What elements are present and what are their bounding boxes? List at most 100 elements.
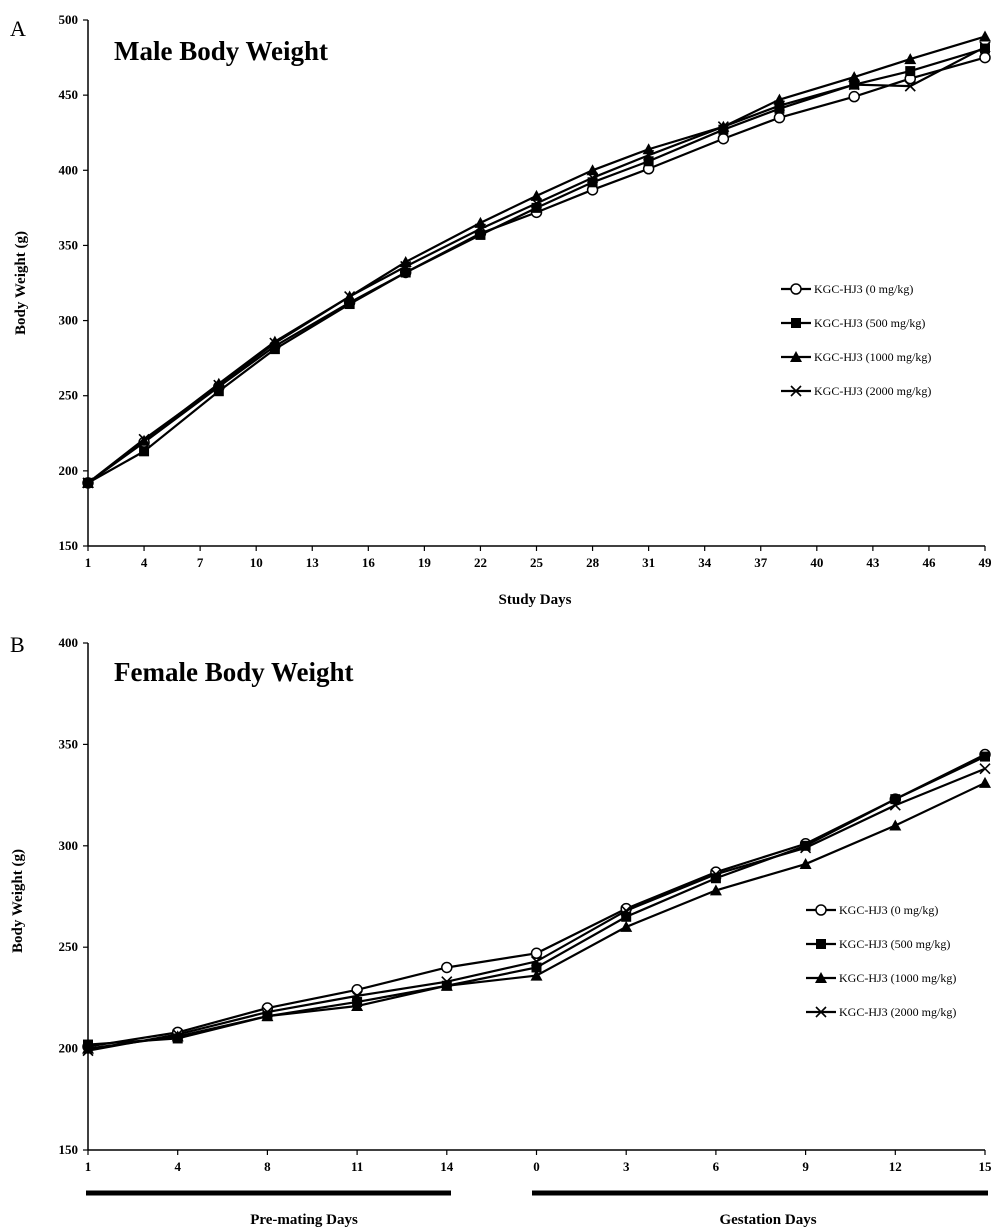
panel-a-y-tick-label: 450 — [59, 87, 79, 102]
panel-a-point-kgc-hj3-2000-mg-kg — [269, 337, 281, 349]
panel-b-y-axis-label: Body Weight (g) — [10, 849, 26, 953]
panel-b-point-kgc-hj3-500-mg-kg — [980, 751, 990, 762]
panel-a-y-tick-label: 350 — [59, 237, 79, 252]
panel-a-point-kgc-hj3-2000-mg-kg — [530, 197, 543, 209]
panel-b-x-tick-label: 12 — [889, 1159, 902, 1174]
panel-b-legend-marker-kgc-hj3-500-mg-kg — [816, 939, 826, 949]
panel-b-series-line-kgc-hj3-0-mg-kg — [87, 753, 986, 1048]
panel-a-point-kgc-hj3-2000-mg-kg — [586, 172, 599, 184]
panel-a-legend-label-kgc-hj3-2000-mg-kg: KGC-HJ3 (2000 mg/kg) — [814, 384, 931, 398]
panel-a-x-tick-label: 16 — [362, 555, 376, 570]
panel-b-point-kgc-hj3-2000-mg-kg — [889, 799, 901, 811]
panel-b-point-kgc-hj3-1000-mg-kg — [261, 1010, 274, 1022]
panel-a-point-kgc-hj3-500-mg-kg — [587, 177, 598, 188]
panel-b-point-kgc-hj3-2000-mg-kg — [530, 955, 543, 967]
panel-b-x-tick-label: 14 — [440, 1159, 454, 1174]
panel-a-y-tick-label: 200 — [59, 463, 79, 478]
panel-a-x-tick-label: 19 — [418, 555, 432, 570]
panel-a-point-kgc-hj3-500-mg-kg — [400, 267, 411, 278]
panel-a-x-tick-label: 46 — [922, 555, 936, 570]
panel-a-legend-marker-kgc-hj3-0-mg-kg — [790, 283, 802, 295]
pre-mating-period-label: Pre-mating Days — [250, 1212, 358, 1228]
panel-a-legend-marker-kgc-hj3-1000-mg-kg — [790, 351, 802, 362]
panel-a-point-kgc-hj3-1000-mg-kg — [268, 335, 281, 347]
panel-a-point-kgc-hj3-500-mg-kg — [475, 229, 486, 240]
panel-a-y-tick-label: 400 — [59, 162, 79, 177]
panel-a-legend-marker-kgc-hj3-500-mg-kg — [791, 318, 801, 328]
panel-b-x-tick-label: 11 — [351, 1159, 363, 1174]
panel-b-point-kgc-hj3-0-mg-kg — [441, 961, 453, 974]
panel-a-y-axis-label: Body Weight (g) — [13, 231, 29, 335]
panel-a-point-kgc-hj3-0-mg-kg — [848, 90, 860, 103]
panel-a-x-tick-label: 10 — [250, 555, 263, 570]
panel-a-point-kgc-hj3-2000-mg-kg — [82, 477, 94, 489]
panel-a-y-tick-label: 300 — [59, 313, 79, 328]
panel-b-x-tick-label: 9 — [802, 1159, 809, 1174]
panel-b-x-tick-label: 3 — [623, 1159, 630, 1174]
panel-a-x-tick-label: 37 — [754, 555, 768, 570]
panel-b-point-kgc-hj3-500-mg-kg — [800, 840, 811, 851]
panel-b-point-kgc-hj3-1000-mg-kg — [440, 979, 453, 991]
panel-a-point-kgc-hj3-1000-mg-kg — [530, 189, 543, 201]
panel-b-x-tick-label: 0 — [533, 1159, 540, 1174]
panel-b-legend-label-kgc-hj3-0-mg-kg: KGC-HJ3 (0 mg/kg) — [839, 903, 938, 917]
panel-a-label: A — [10, 16, 26, 41]
panel-b-series-line-kgc-hj3-500-mg-kg — [87, 755, 986, 1046]
panel-a-series-line-kgc-hj3-500-mg-kg — [87, 47, 986, 484]
panel-b-legend-label-kgc-hj3-500-mg-kg: KGC-HJ3 (500 mg/kg) — [839, 937, 950, 951]
panel-b-point-kgc-hj3-1000-mg-kg — [530, 969, 543, 981]
panel-a-legend-marker-kgc-hj3-2000-mg-kg — [790, 385, 802, 397]
panel-a-point-kgc-hj3-0-mg-kg — [773, 111, 786, 124]
panel-a-x-tick-label: 49 — [979, 555, 993, 570]
panel-a-x-tick-label: 40 — [810, 555, 823, 570]
panel-a-x-tick-label: 25 — [530, 555, 544, 570]
panel-b-point-kgc-hj3-500-mg-kg — [531, 962, 542, 973]
panel-b-point-kgc-hj3-500-mg-kg — [890, 794, 901, 805]
panel-a-x-tick-label: 43 — [866, 555, 880, 570]
panel-b-point-kgc-hj3-1000-mg-kg — [889, 819, 902, 831]
panel-b-y-tick-label: 400 — [59, 635, 79, 650]
panel-b-y-tick-label: 150 — [59, 1142, 79, 1157]
panel-b-point-kgc-hj3-1000-mg-kg — [620, 920, 633, 932]
panel-b-point-kgc-hj3-2000-mg-kg — [979, 763, 991, 775]
panel-b-title: Female Body Weight — [114, 657, 354, 687]
panel-a-point-kgc-hj3-2000-mg-kg — [904, 80, 916, 92]
gestation-period-label: Gestation Days — [719, 1212, 816, 1228]
panel-b-point-kgc-hj3-1000-mg-kg — [799, 858, 812, 870]
panel-a-point-kgc-hj3-2000-mg-kg — [773, 100, 786, 112]
panel-a-point-kgc-hj3-500-mg-kg — [531, 202, 542, 213]
panel-a-point-kgc-hj3-500-mg-kg — [643, 156, 654, 167]
panel-b-point-kgc-hj3-2000-mg-kg — [800, 842, 812, 854]
panel-a-series-line-kgc-hj3-0-mg-kg — [87, 56, 986, 484]
panel-a-x-tick-label: 7 — [197, 555, 204, 570]
panel-b-point-kgc-hj3-2000-mg-kg — [620, 905, 632, 917]
panel-b-point-kgc-hj3-2000-mg-kg — [82, 1045, 94, 1057]
panel-a-point-kgc-hj3-500-mg-kg — [344, 299, 355, 310]
panel-a-x-tick-label: 28 — [586, 555, 600, 570]
panel-a-point-kgc-hj3-2000-mg-kg — [400, 260, 412, 273]
panel-a-point-kgc-hj3-2000-mg-kg — [474, 223, 487, 235]
panel-a-point-kgc-hj3-1000-mg-kg — [212, 377, 225, 389]
panel-a-point-kgc-hj3-1000-mg-kg — [904, 53, 917, 65]
panel-a-y-tick-label: 250 — [59, 388, 79, 403]
panel-a-x-tick-label: 1 — [85, 555, 92, 570]
panel-a-point-kgc-hj3-1000-mg-kg — [848, 71, 861, 83]
panel-a-x-tick-label: 34 — [698, 555, 712, 570]
panel-a-x-tick-label: 31 — [642, 555, 655, 570]
panel-a-point-kgc-hj3-2000-mg-kg — [213, 379, 225, 391]
panel-b-point-kgc-hj3-2000-mg-kg — [710, 868, 722, 880]
panel-a-point-kgc-hj3-0-mg-kg — [717, 132, 730, 145]
panel-b-female-chart: B Female Body Weight Body Weight (g) Pre… — [10, 632, 992, 1228]
panel-a-point-kgc-hj3-2000-mg-kg — [979, 41, 991, 53]
panel-b-legend-marker-kgc-hj3-1000-mg-kg — [815, 972, 827, 983]
panel-b-legend-label-kgc-hj3-2000-mg-kg: KGC-HJ3 (2000 mg/kg) — [839, 1005, 956, 1019]
panel-a-x-axis-label: Study Days — [499, 592, 572, 608]
panel-a-x-tick-label: 13 — [306, 555, 320, 570]
panel-b-point-kgc-hj3-1000-mg-kg — [979, 776, 991, 788]
panel-b-legend-marker-kgc-hj3-0-mg-kg — [815, 904, 827, 916]
panel-b-label: B — [10, 632, 25, 657]
panel-b-point-kgc-hj3-1000-mg-kg — [171, 1030, 184, 1042]
panel-b-point-kgc-hj3-0-mg-kg — [530, 947, 543, 960]
panel-b-point-kgc-hj3-1000-mg-kg — [709, 884, 722, 896]
